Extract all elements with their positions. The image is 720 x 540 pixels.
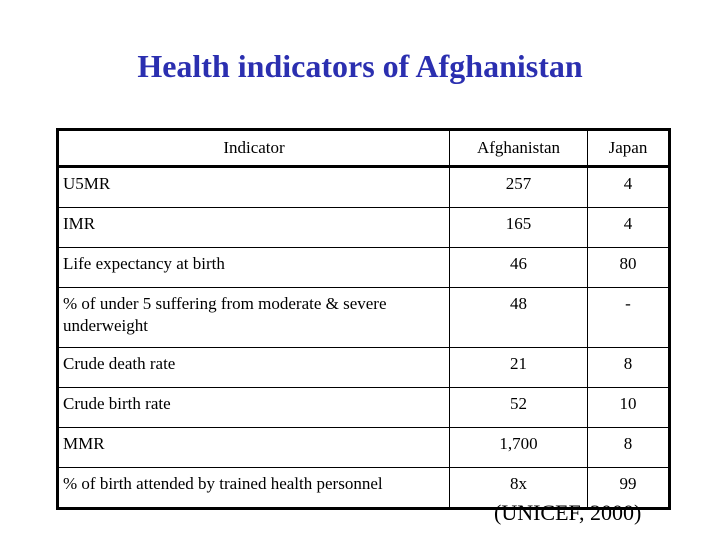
table-row: Life expectancy at birth 46 80 bbox=[57, 247, 670, 288]
page-title: Health indicators of Afghanistan bbox=[137, 48, 583, 84]
japan-value-cell: 80 bbox=[587, 247, 670, 288]
japan-value-cell: 8 bbox=[587, 427, 670, 468]
table-row: Crude death rate 21 8 bbox=[57, 347, 670, 388]
indicator-cell: % of under 5 suffering from moderate & s… bbox=[57, 287, 450, 348]
japan-value-cell: 4 bbox=[587, 207, 670, 248]
indicator-cell: MMR bbox=[57, 427, 450, 468]
table-row: MMR 1,700 8 bbox=[57, 427, 670, 468]
japan-value-cell: 8 bbox=[587, 347, 670, 388]
japan-value-cell: 99 bbox=[587, 467, 670, 509]
indicator-cell: IMR bbox=[57, 207, 450, 248]
source-citation: (UNICEF, 2000) bbox=[494, 500, 642, 525]
afghanistan-value-cell: 257 bbox=[449, 166, 588, 208]
japan-value-cell: 10 bbox=[587, 387, 670, 428]
afghanistan-value-cell: 48 bbox=[449, 287, 588, 348]
column-header-indicator: Indicator bbox=[57, 129, 450, 168]
indicator-cell: % of birth attended by trained health pe… bbox=[57, 467, 450, 509]
japan-value-cell: 4 bbox=[587, 166, 670, 208]
indicator-cell: Life expectancy at birth bbox=[57, 247, 450, 288]
table-row: % of birth attended by trained health pe… bbox=[57, 467, 670, 509]
indicator-cell: U5MR bbox=[57, 166, 450, 208]
table-row: Crude birth rate 52 10 bbox=[57, 387, 670, 428]
indicator-cell: Crude death rate bbox=[57, 347, 450, 388]
table-header-row: Indicator Afghanistan Japan bbox=[57, 129, 670, 168]
afghanistan-value-cell: 165 bbox=[449, 207, 588, 248]
table-row: IMR 165 4 bbox=[57, 207, 670, 248]
afghanistan-value-cell: 8x bbox=[449, 467, 588, 509]
column-header-afghanistan: Afghanistan bbox=[449, 129, 588, 168]
afghanistan-value-cell: 1,700 bbox=[449, 427, 588, 468]
indicator-cell: Crude birth rate bbox=[57, 387, 450, 428]
indicators-table: Indicator Afghanistan Japan U5MR 257 4 I… bbox=[56, 128, 671, 510]
table-row: U5MR 257 4 bbox=[57, 166, 670, 208]
column-header-japan: Japan bbox=[587, 129, 670, 168]
table-row: % of under 5 suffering from moderate & s… bbox=[57, 287, 670, 348]
afghanistan-value-cell: 21 bbox=[449, 347, 588, 388]
japan-value-cell: - bbox=[587, 287, 670, 348]
afghanistan-value-cell: 46 bbox=[449, 247, 588, 288]
afghanistan-value-cell: 52 bbox=[449, 387, 588, 428]
